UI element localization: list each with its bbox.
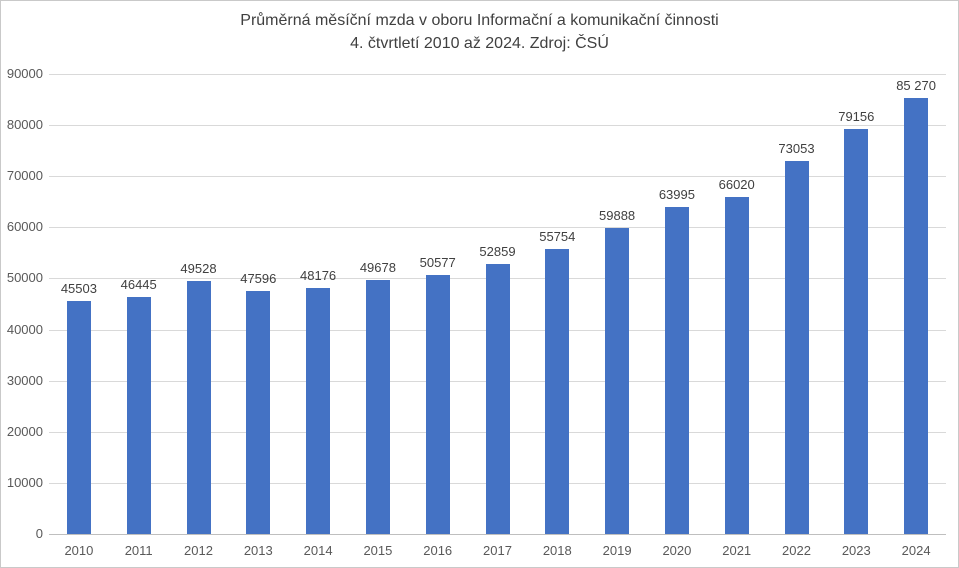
y-axis-tick-label: 30000 xyxy=(6,372,43,388)
x-axis-tick-label-2015: 2015 xyxy=(363,543,393,558)
x-axis-tick-label-2017: 2017 xyxy=(483,543,512,558)
y-axis-tick-label: 40000 xyxy=(6,321,43,337)
y-gridline xyxy=(49,74,946,75)
bar-value-label-2014: 48176 xyxy=(300,267,337,283)
chart-title-block: Průměrná měsíční mzda v oboru Informační… xyxy=(1,9,958,55)
x-axis-tick-label-2022: 2022 xyxy=(782,543,811,558)
x-axis-tick-label-2018: 2018 xyxy=(542,543,572,558)
bar-2018 xyxy=(545,249,570,534)
chart-title: Průměrná měsíční mzda v oboru Informační… xyxy=(240,12,719,29)
bar-value-label-2015: 49678 xyxy=(359,260,396,276)
y-axis-tick-label: 90000 xyxy=(6,66,43,81)
bar-2021 xyxy=(724,196,749,534)
bar-value-label-2013: 47596 xyxy=(240,270,277,286)
x-axis-tick-label-2019: 2019 xyxy=(602,543,632,558)
bar-2023 xyxy=(844,129,869,534)
y-axis-tick-label: 20000 xyxy=(6,423,43,439)
bar-2013 xyxy=(246,290,271,534)
bar-value-label-2012: 49528 xyxy=(180,260,217,276)
chart-subtitle: 4. čtvrtletí 2010 až 2024. Zdroj: ČSÚ xyxy=(350,35,609,52)
bar-value-label-2021: 66020 xyxy=(718,176,755,192)
bar-2020 xyxy=(664,206,689,534)
bar-value-label-2018: 55754 xyxy=(539,229,576,245)
y-axis-tick-label: 50000 xyxy=(6,270,43,286)
y-axis-tick-label: 70000 xyxy=(6,168,43,184)
y-axis-tick-label: 80000 xyxy=(6,117,43,133)
bar-2019 xyxy=(605,227,630,534)
x-axis-tick-label-2010: 2010 xyxy=(64,543,94,558)
bar-2016 xyxy=(425,275,450,534)
x-axis-tick-label-2023: 2023 xyxy=(841,543,871,558)
bar-2010 xyxy=(66,301,91,534)
y-gridline xyxy=(49,125,946,127)
x-axis-tick-label-2021: 2021 xyxy=(722,543,752,558)
bar-2022 xyxy=(784,160,809,534)
x-axis-tick-label-2012: 2012 xyxy=(184,543,213,558)
bar-2014 xyxy=(306,287,331,534)
bar-2015 xyxy=(365,280,390,534)
x-axis-tick-label-2014: 2014 xyxy=(303,543,333,558)
bar-value-label-2022: 73053 xyxy=(778,140,815,156)
x-axis-tick-label-2013: 2013 xyxy=(243,543,273,558)
bar-value-label-2016: 50577 xyxy=(419,255,456,271)
x-axis-line xyxy=(49,534,946,535)
y-axis-tick-label: 10000 xyxy=(6,474,43,490)
bar-2017 xyxy=(485,263,510,534)
bar-value-label-2011: 46445 xyxy=(120,276,157,292)
bar-value-label-2010: 45503 xyxy=(60,281,97,297)
bar-2024 xyxy=(904,98,929,534)
bar-value-label-2020: 63995 xyxy=(658,186,695,202)
x-axis-tick-label-2020: 2020 xyxy=(662,543,692,558)
bar-value-label-2024: 85 270 xyxy=(896,78,936,94)
x-axis-tick-label-2011: 2011 xyxy=(124,543,153,558)
bar-value-label-2019: 59888 xyxy=(599,207,636,223)
x-axis-tick-label-2016: 2016 xyxy=(423,543,453,558)
bar-value-label-2023: 79156 xyxy=(838,109,875,125)
y-axis-tick-label: 60000 xyxy=(6,219,43,235)
bar-2011 xyxy=(126,296,151,534)
bar-value-label-2017: 52859 xyxy=(479,243,516,259)
y-axis-tick-label: 0 xyxy=(35,526,43,541)
y-gridline xyxy=(49,227,946,229)
x-axis-tick-label-2024: 2024 xyxy=(901,543,931,558)
y-gridline xyxy=(49,176,946,178)
bar-2012 xyxy=(186,280,211,534)
